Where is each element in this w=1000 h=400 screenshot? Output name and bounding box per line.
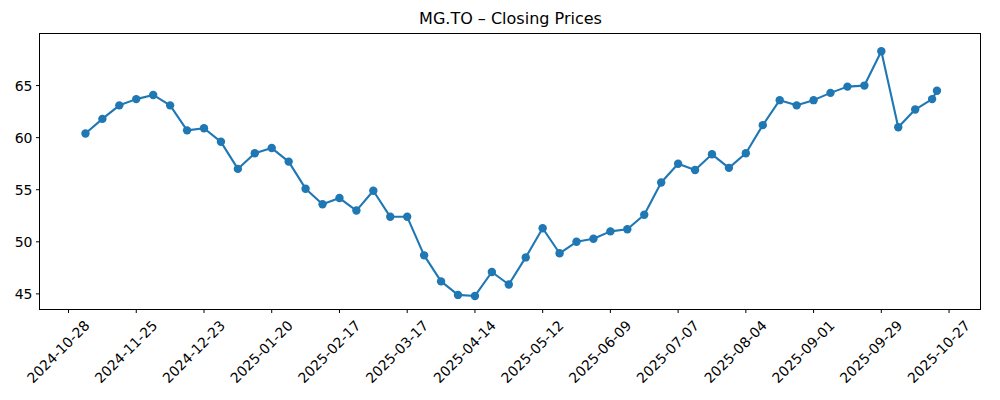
data-point-marker xyxy=(149,91,157,99)
data-point-marker xyxy=(674,159,682,167)
data-point-marker xyxy=(725,164,733,172)
x-tick-label: 2025-05-12 xyxy=(498,317,567,386)
data-point-marker xyxy=(589,234,597,242)
data-point-marker xyxy=(522,253,530,261)
data-point-marker xyxy=(505,280,513,288)
y-tick-label: 50 xyxy=(15,234,33,250)
data-point-marker xyxy=(623,225,631,233)
data-point-marker xyxy=(708,150,716,158)
y-tick-label: 65 xyxy=(15,78,33,94)
x-tick-label: 2025-09-29 xyxy=(837,317,906,386)
data-point-marker xyxy=(555,249,563,257)
data-point-marker xyxy=(386,213,394,221)
x-tick-label: 2025-10-27 xyxy=(904,317,973,386)
data-point-marker xyxy=(933,87,941,95)
data-point-marker xyxy=(132,95,140,103)
data-point-marker xyxy=(318,200,326,208)
data-point-marker xyxy=(234,165,242,173)
plot-frame xyxy=(40,34,981,310)
data-point-marker xyxy=(640,211,648,219)
data-point-marker xyxy=(657,178,665,186)
data-point-marker xyxy=(488,268,496,276)
data-point-marker xyxy=(98,115,106,123)
data-point-marker xyxy=(877,47,885,55)
x-tick-label: 2025-09-01 xyxy=(769,317,838,386)
data-point-marker xyxy=(471,292,479,300)
data-point-marker xyxy=(251,149,259,157)
x-tick-label: 2025-03-17 xyxy=(362,317,431,386)
x-tick-label: 2025-06-09 xyxy=(566,317,635,386)
x-tick-label: 2025-07-07 xyxy=(633,317,702,386)
x-tick-label: 2025-04-14 xyxy=(430,317,499,386)
data-point-marker xyxy=(826,89,834,97)
data-point-marker xyxy=(369,187,377,195)
x-tick-label: 2024-10-28 xyxy=(24,317,93,386)
data-point-marker xyxy=(776,96,784,104)
x-tick-label: 2025-01-20 xyxy=(227,317,296,386)
figure: 45 50 55 60 65 2024-10-282024-11-252024-12-23… xyxy=(0,0,1000,400)
data-point-marker xyxy=(268,144,276,152)
data-point-marker xyxy=(742,149,750,157)
x-tick-label: 2024-12-23 xyxy=(159,317,228,386)
data-point-marker xyxy=(894,123,902,131)
data-point-marker xyxy=(200,124,208,132)
data-point-marker xyxy=(352,206,360,214)
data-point-marker xyxy=(301,184,309,192)
data-point-marker xyxy=(183,126,191,134)
data-point-marker xyxy=(572,238,580,246)
price-line xyxy=(85,51,937,296)
x-tick-label: 2025-08-04 xyxy=(701,317,770,386)
data-point-marker xyxy=(284,157,292,165)
data-point-marker xyxy=(860,81,868,89)
data-point-marker xyxy=(759,121,767,129)
data-point-marker xyxy=(420,251,428,259)
line-chart: 45 50 55 60 65 2024-10-282024-11-252024-12-23… xyxy=(0,0,1000,400)
data-point-marker xyxy=(792,101,800,109)
data-point-marker xyxy=(538,224,546,232)
chart-title: MG.TO – Closing Prices xyxy=(40,9,981,28)
data-point-marker xyxy=(928,95,936,103)
data-point-marker xyxy=(809,96,817,104)
data-point-marker xyxy=(166,101,174,109)
data-point-marker xyxy=(437,277,445,285)
data-point-marker xyxy=(335,194,343,202)
data-point-marker xyxy=(911,105,919,113)
data-point-marker xyxy=(81,129,89,137)
y-tick-label: 45 xyxy=(15,286,33,302)
x-tick-label: 2025-02-17 xyxy=(295,317,364,386)
data-point-marker xyxy=(691,166,699,174)
data-point-marker xyxy=(606,227,614,235)
y-tick-label: 55 xyxy=(15,182,33,198)
data-point-marker xyxy=(454,291,462,299)
data-point-marker xyxy=(403,213,411,221)
y-tick-label: 60 xyxy=(15,130,33,146)
data-point-marker xyxy=(843,82,851,90)
data-point-marker xyxy=(217,138,225,146)
x-tick-label: 2024-11-25 xyxy=(92,317,161,386)
data-point-marker xyxy=(115,101,123,109)
